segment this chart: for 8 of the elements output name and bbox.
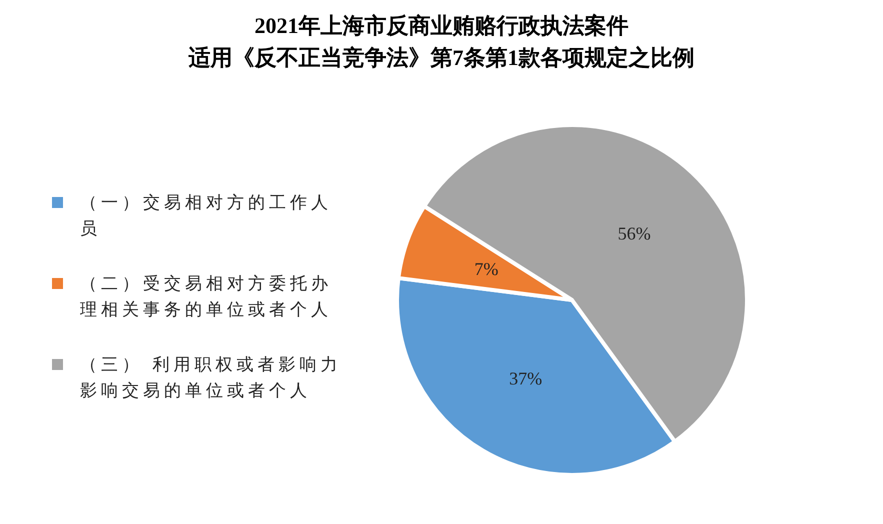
legend-label: （二）受交易相对方委托办理相关事务的单位或者个人 bbox=[80, 274, 332, 320]
legend-label: （三） 利用职权或者影响力影响交易的单位或者个人 bbox=[80, 355, 342, 401]
data-label: 7% bbox=[474, 259, 498, 280]
data-label: 56% bbox=[618, 224, 651, 244]
chart-subtitle: 适用《反不正当竞争法》第7条第1款各项规定之比例 bbox=[188, 44, 696, 72]
chart-title: 2021年上海市反商业贿赂行政执法案件 bbox=[254, 12, 630, 40]
legend-label: （一）交易相对方的工作人员 bbox=[80, 193, 332, 239]
data-label: 37% bbox=[509, 368, 542, 388]
